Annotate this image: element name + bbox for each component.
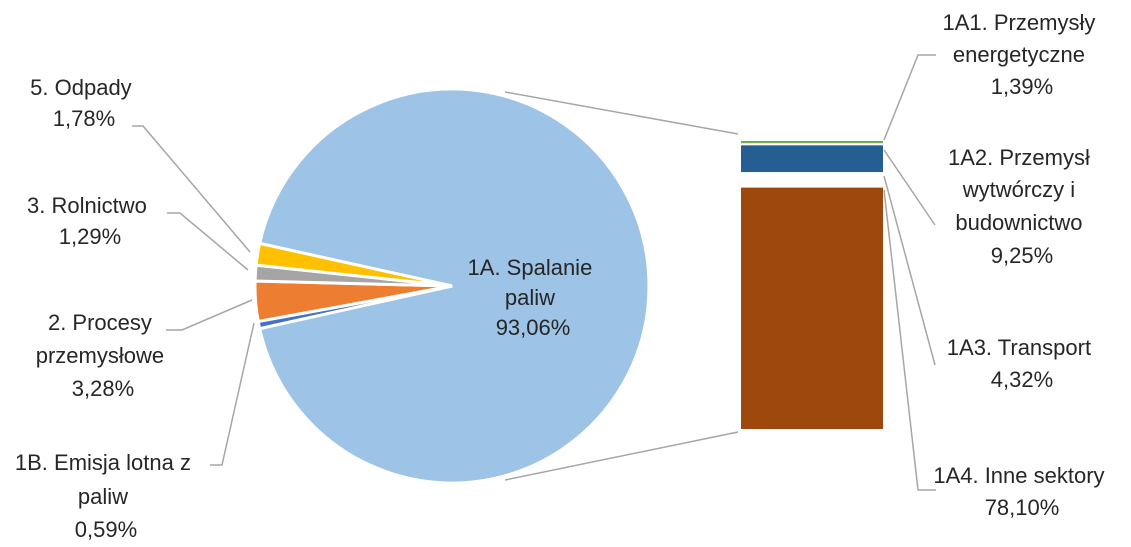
leader-1a4 <box>883 189 936 491</box>
pie-label-rolnictwo-value: 1,29% <box>59 224 121 249</box>
bar-label-1a3-value: 4,32% <box>991 367 1053 392</box>
bar-label-1a2-value: 9,25% <box>991 243 1053 268</box>
pie-label-procesy-line1: 2. Procesy <box>48 310 152 335</box>
pie-label-emisja-line2: paliw <box>78 484 128 509</box>
bar-segment-1a2 <box>739 143 885 175</box>
bar-label-1a3-line1: 1A3. Transport <box>947 335 1091 360</box>
leader-1a2 <box>883 149 936 226</box>
pie-slice-spalanie-paliw <box>257 87 651 485</box>
bar-label-1a4: 1A4. Inne sektory 78,10% <box>933 463 1110 520</box>
pie-label-odpady-value: 1,78% <box>53 106 115 131</box>
bar-label-1a3: 1A3. Transport 4,32% <box>947 335 1097 392</box>
pie-label-odpady: 5. Odpady 1,78% <box>30 75 138 131</box>
pie-label-spalanie-value: 93,06% <box>496 315 571 340</box>
pie-label-rolnictwo: 3. Rolnictwo 1,29% <box>27 193 153 249</box>
pie-label-procesy-value: 3,28% <box>72 376 134 401</box>
bar-label-1a1-line2: energetyczne <box>953 42 1085 67</box>
bar-label-1a2-line2: wytwórczy i <box>962 177 1075 202</box>
connector-bottom <box>504 431 739 481</box>
pie-to-bar-connectors <box>504 91 739 481</box>
leader-1a1 <box>883 54 936 141</box>
leader-odpady <box>132 125 251 253</box>
pie-slice-5-odpady <box>254 241 453 288</box>
leader-1a3 <box>883 175 936 366</box>
pie-label-procesy: 2. Procesy przemysłowe 3,28% <box>36 310 171 401</box>
leader-lines <box>132 54 936 491</box>
bar-label-1a1-value: 1,39% <box>991 74 1053 99</box>
connector-top <box>504 91 739 135</box>
bar-label-1a2-line1: 1A2. Przemysł <box>948 145 1090 170</box>
pie <box>253 87 651 485</box>
pie-label-emisja-value: 0,59% <box>75 517 137 542</box>
bar-label-1a4-line1: 1A4. Inne sektory <box>933 463 1104 488</box>
pie-label-emisja: 1B. Emisja lotna z paliw 0,59% <box>15 450 197 542</box>
leader-rolnictwo <box>167 212 249 271</box>
stacked-bar <box>739 139 885 431</box>
pie-label-spalanie: 1A. Spalanie paliw 93,06% <box>468 255 599 340</box>
pie-label-spalanie-line1: 1A. Spalanie <box>468 255 593 280</box>
pie-label-spalanie-line2: paliw <box>505 285 555 310</box>
pie-label-emisja-line1: 1B. Emisja lotna z <box>15 450 191 475</box>
leader-procesy <box>166 299 253 331</box>
pie-label-rolnictwo-line1: 3. Rolnictwo <box>27 193 147 218</box>
bar-label-1a1-line1: 1A1. Przemysły <box>943 10 1096 35</box>
pie-label-procesy-line2: przemysłowe <box>36 343 164 368</box>
leader-emisja <box>210 322 255 466</box>
bar-label-1a2: 1A2. Przemysł wytwórczy i budownictwo 9,… <box>948 145 1096 268</box>
bar-segment-1a4 <box>739 185 885 431</box>
bar-label-1a2-line3: budownictwo <box>955 210 1082 235</box>
bar-label-1a4-value: 78,10% <box>985 495 1060 520</box>
bar-label-1a1: 1A1. Przemysły energetyczne 1,39% <box>943 10 1102 99</box>
pie-label-odpady-line1: 5. Odpady <box>30 75 132 100</box>
bar-segment-1a3 <box>739 172 885 188</box>
